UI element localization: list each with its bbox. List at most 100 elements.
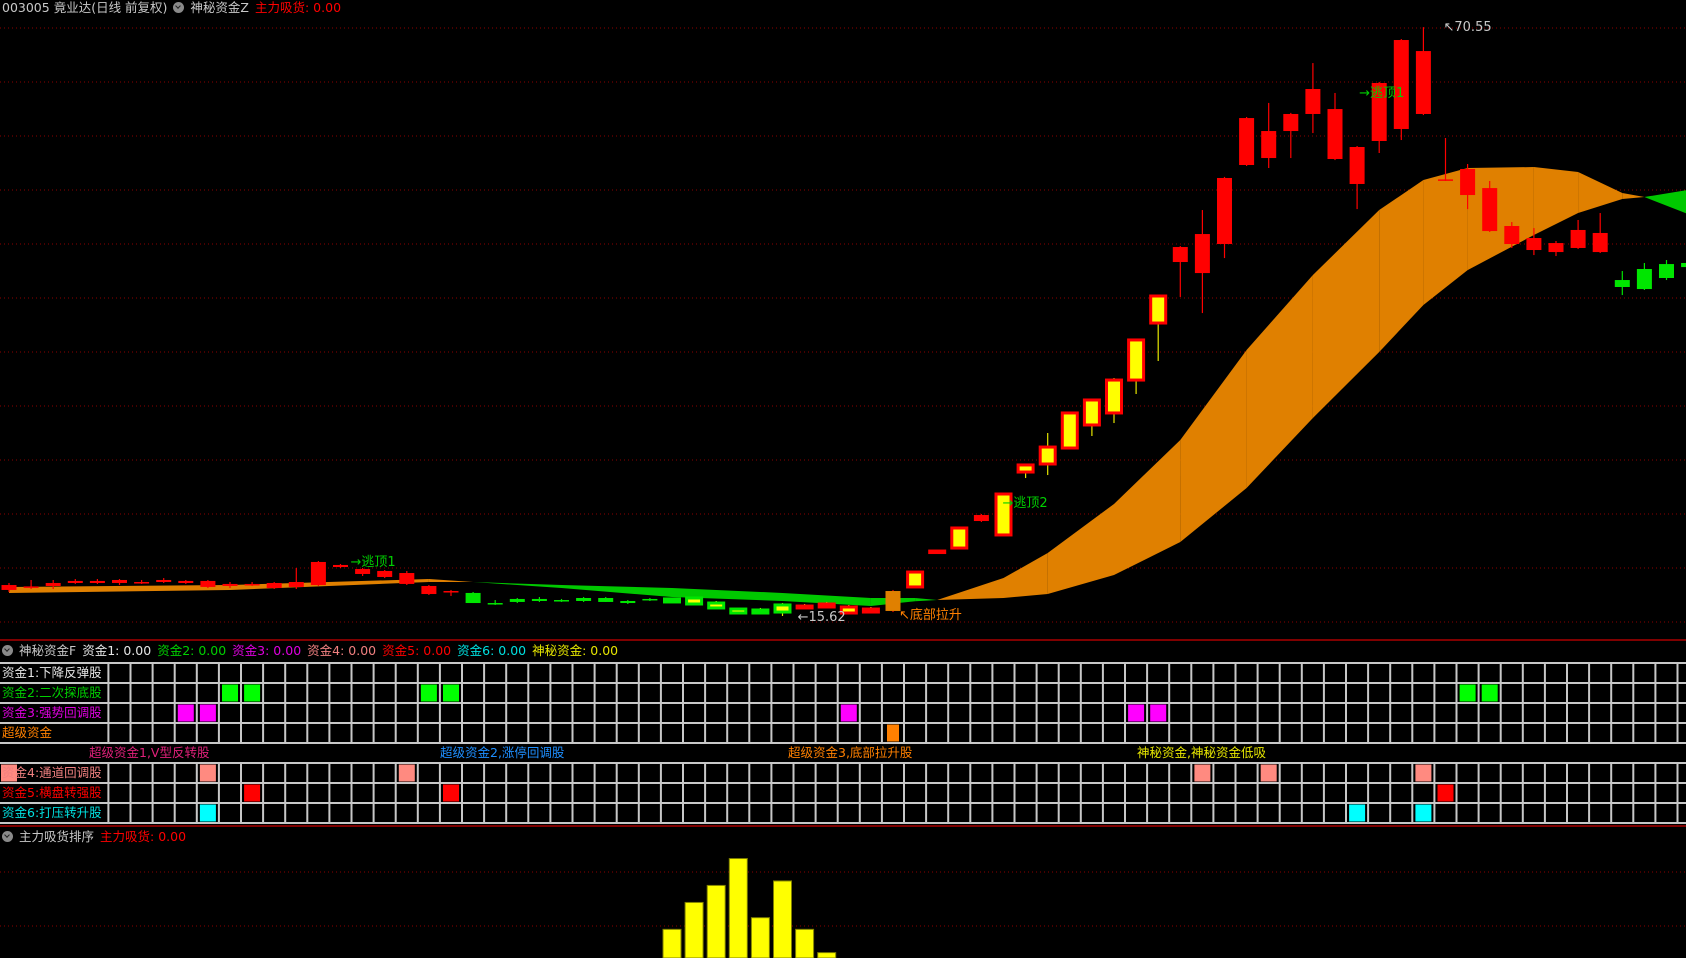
candle-body [906,570,925,589]
annotation-escape-top-2: →逃顶2 [1003,496,1048,511]
ma-band-segment [1003,552,1048,598]
candle [333,564,348,568]
candle [994,492,1013,537]
candle-body [509,598,525,602]
section-label: 神秘资金,神秘资金低吸 [1137,745,1266,760]
candlestick-chart[interactable]: →逃顶1 →逃顶1 →逃顶2 ↖底部拉升 ←15.62 ↖70.55 [0,0,1686,640]
candle [1060,411,1079,450]
signal-row-label: 超级资金 [2,725,53,740]
signal-row-label: 资金4:通道回调股 [2,765,102,780]
candle [134,579,150,584]
candle-body [707,601,726,610]
signal-row-label: 资金1:下降反弹股 [2,665,102,680]
candle [707,600,726,610]
candle-body [839,605,858,615]
ma-band-segment [937,578,1004,601]
indicator-menu-icon[interactable] [173,2,185,13]
signal-indicator-name[interactable]: 神秘资金F [19,643,77,658]
signal-value: 神秘资金: 0.00 [532,643,619,658]
candle-body [795,604,814,610]
ma-band-segment [782,592,871,607]
ma-band-segment [428,579,474,583]
candle-body [1636,268,1652,290]
ma-band-segment [1312,210,1380,419]
candle [1217,176,1232,259]
candle [67,579,83,584]
candle-body [1,585,17,590]
candle-body [1060,411,1079,450]
ma-band-segment [1533,167,1579,236]
candle-body [620,600,636,604]
ma-band-segment [915,597,938,602]
signal-cell [244,684,261,702]
panel-divider[interactable] [0,825,1686,827]
candle [1016,463,1035,479]
candle-body [1261,131,1277,159]
candle [1,582,17,592]
ma-band-segment [1047,503,1114,595]
candle-body [421,585,437,595]
volume-panel-header: 主力吸货排序 主力吸货: 0.00 [2,829,192,845]
candle-body [178,580,194,583]
candle [1460,164,1476,210]
ma-band-segment [1246,274,1313,489]
candle-body [1217,177,1232,245]
signal-value: 资金4: 0.00 [307,643,377,658]
candle-body [576,597,592,601]
candle [1082,398,1101,437]
candle-body [1659,264,1674,278]
candle [266,582,282,589]
bar-chart [0,858,1686,958]
ma-band-segment [473,582,562,589]
candle-body [663,597,681,604]
candle-body [1038,445,1057,466]
candle [729,607,748,615]
candle [773,603,792,616]
signal-cell [1128,704,1145,722]
signal-cell [199,704,216,722]
signal-cell [1437,784,1454,802]
candle-body [1082,398,1101,427]
volume-bar [662,928,682,958]
candle-body [1570,229,1586,248]
candle-body [1283,113,1299,132]
ma-band-segment [1180,350,1247,543]
candle [839,604,858,615]
candle-body [333,564,348,568]
volume-indicator-name[interactable]: 主力吸货排序 [19,829,95,844]
signal-cell [1481,684,1498,702]
candle [576,597,592,602]
candle-body [266,582,282,589]
volume-bar [817,952,837,958]
high-price-label: ↖70.55 [1444,20,1492,35]
candle-body [1681,262,1686,268]
candle-body [773,603,792,614]
candle-body [1016,463,1035,474]
candle-body [355,569,371,574]
candle-body [642,598,658,601]
indicator-name[interactable]: 神秘资金Z [190,0,249,15]
signal-cell [1459,684,1476,702]
annotation-bottom-lift: ↖底部拉升 [899,607,962,623]
candle [817,601,836,609]
signal-grid [0,662,1686,824]
volume-bar [728,858,748,958]
candle-body [1371,83,1387,141]
panel-divider[interactable] [0,639,1686,641]
indicator-menu-icon[interactable] [2,645,13,656]
candle-body [950,526,969,550]
candle [1261,102,1277,169]
section-label: 超级资金2,涨停回调股 [440,745,565,760]
signal-value: 资金1: 0.00 [82,643,152,658]
ma-band-segment [1622,192,1645,199]
candle [487,600,503,605]
signal-cell [887,724,899,742]
candle-body [156,579,172,583]
candle-body [399,573,415,584]
indicator-menu-icon[interactable] [2,831,13,842]
signal-row-label: 资金6:打压转升股 [2,805,102,820]
candle-body [598,597,614,602]
candle-body [994,492,1013,537]
candle-body [465,592,481,604]
candle [1482,180,1498,233]
